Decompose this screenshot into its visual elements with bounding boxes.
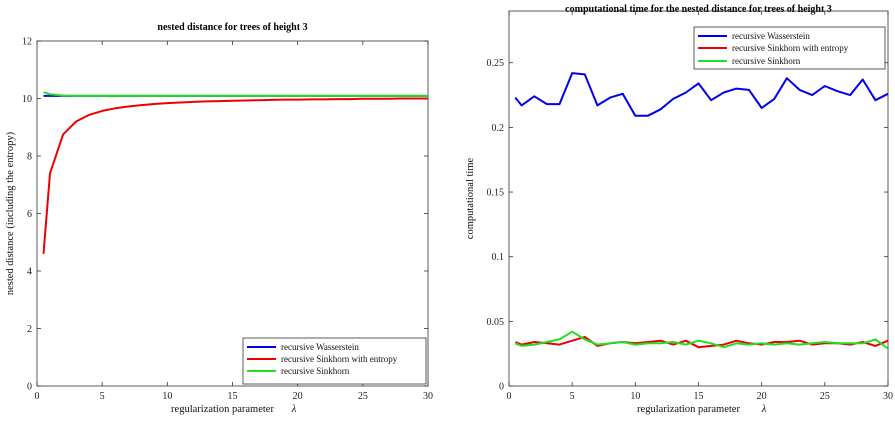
x-tick-label: 25 — [358, 391, 368, 402]
x-axis-label: regularization parameter — [637, 404, 740, 415]
series-line-3 — [514, 330, 889, 350]
x-axis-symbol: λ — [291, 404, 297, 415]
legend-box — [242, 337, 427, 385]
plot-area — [36, 40, 429, 387]
x-tick-label: 15 — [228, 391, 238, 402]
x-tick-label: 25 — [820, 391, 830, 402]
x-tick-label: 30 — [423, 391, 433, 402]
legend-entry: recursive Wasserstein — [732, 31, 810, 41]
series-line-2 — [42, 97, 428, 254]
chart-2: computational time for the nested distan… — [465, 4, 893, 415]
x-tick-label: 5 — [100, 391, 105, 402]
series-line-1 — [514, 72, 889, 117]
legend: recursive Wasserstein recursive Sinkhorn … — [242, 337, 427, 385]
y-tick-label: 0.1 — [492, 252, 505, 263]
x-axis-label: regularization parameter — [171, 404, 274, 415]
chart-title: computational time for the nested distan… — [565, 4, 832, 15]
y-tick-label: 12 — [22, 37, 32, 48]
x-tick-label: 30 — [883, 391, 893, 402]
legend-entry: recursive Sinkhorn with entropy — [732, 43, 849, 53]
y-tick-label: 0 — [27, 382, 32, 393]
x-tick-label: 20 — [293, 391, 303, 402]
y-tick-label: 2 — [27, 324, 32, 335]
legend-entry: recursive Sinkhorn — [281, 366, 350, 376]
y-tick-label: 8 — [27, 152, 32, 163]
x-tick-label: 10 — [630, 391, 640, 402]
x-tick-label: 5 — [570, 391, 575, 402]
y-tick-label: 0.15 — [487, 188, 505, 199]
legend-entry: recursive Wasserstein — [281, 342, 359, 352]
chart-1: nested distance for trees of height 3 0 5 1… — [5, 22, 433, 415]
x-tick-label: 0 — [507, 391, 512, 402]
x-tick-label: 20 — [757, 391, 767, 402]
y-tick-label: 6 — [27, 209, 32, 220]
legend: recursive Wasserstein recursive Sinkhorn … — [693, 26, 886, 70]
y-tick-label: 0.25 — [487, 58, 505, 69]
chart-title: nested distance for trees of height 3 — [157, 22, 307, 33]
series-line-3 — [43, 91, 428, 97]
legend-entry: recursive Sinkhorn with entropy — [281, 354, 398, 364]
y-tick-label: 4 — [27, 267, 32, 278]
x-tick-label: 15 — [694, 391, 704, 402]
y-tick-label: 10 — [22, 94, 32, 105]
y-axis-label: computational time — [465, 157, 476, 239]
y-tick-label: 0.05 — [487, 317, 505, 328]
y-axis-label: nested distance (including the entropy) — [5, 131, 16, 295]
legend-entry: recursive Sinkhorn — [732, 56, 801, 66]
series-line-2 — [514, 335, 889, 349]
x-axis-symbol: λ — [761, 404, 767, 415]
x-tick-label: 0 — [35, 391, 40, 402]
x-tick-label: 10 — [162, 391, 172, 402]
y-tick-label: 0.2 — [492, 123, 505, 134]
y-tick-label: 0 — [499, 382, 504, 393]
